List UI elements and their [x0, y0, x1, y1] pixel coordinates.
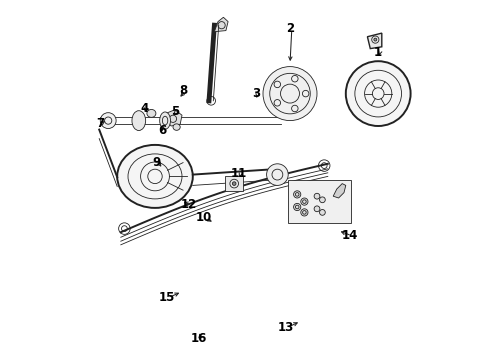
Text: 2: 2 [286, 22, 294, 35]
Circle shape [267, 164, 288, 185]
Polygon shape [333, 184, 346, 198]
Ellipse shape [117, 145, 193, 208]
Ellipse shape [132, 111, 146, 130]
Text: 8: 8 [180, 84, 188, 97]
Text: 7: 7 [96, 117, 104, 130]
Circle shape [374, 38, 377, 41]
Text: 15: 15 [158, 291, 175, 304]
Text: 14: 14 [342, 229, 358, 242]
Circle shape [319, 197, 325, 203]
Circle shape [263, 67, 317, 121]
Ellipse shape [147, 109, 156, 117]
Ellipse shape [160, 112, 171, 129]
Text: 5: 5 [171, 105, 179, 118]
Circle shape [301, 198, 308, 205]
Text: 1: 1 [374, 46, 382, 59]
Circle shape [301, 209, 308, 216]
Circle shape [319, 210, 325, 215]
Circle shape [232, 182, 236, 185]
Text: 4: 4 [140, 102, 148, 114]
Polygon shape [166, 110, 182, 126]
Text: 12: 12 [181, 198, 197, 211]
Circle shape [100, 113, 116, 129]
Circle shape [294, 191, 301, 198]
Circle shape [346, 61, 411, 126]
Text: 16: 16 [191, 332, 207, 345]
Text: 11: 11 [231, 167, 247, 180]
Text: 3: 3 [252, 87, 260, 100]
Circle shape [314, 193, 320, 199]
Polygon shape [368, 33, 382, 49]
Bar [225, 176, 243, 191]
Bar [288, 180, 351, 223]
Text: 6: 6 [158, 124, 166, 137]
Circle shape [294, 203, 301, 211]
Text: 9: 9 [153, 156, 161, 169]
Text: 10: 10 [196, 211, 212, 224]
Circle shape [314, 206, 320, 212]
Text: 13: 13 [277, 321, 294, 334]
Polygon shape [215, 17, 228, 32]
Ellipse shape [173, 124, 180, 130]
